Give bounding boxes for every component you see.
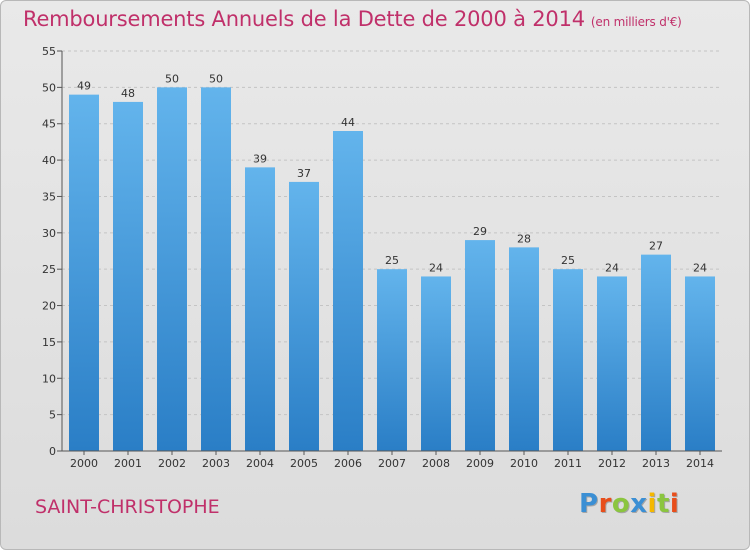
logo-letter: r bbox=[598, 489, 612, 519]
bar-value-label: 24 bbox=[429, 261, 443, 274]
bar bbox=[465, 240, 495, 451]
x-tick-label: 2009 bbox=[466, 457, 494, 470]
axes: 0 5 10 15 20 25 30 35 40 45 50 55 2000 2001 2002 2003 20… bbox=[42, 45, 722, 470]
bar bbox=[289, 181, 319, 451]
bar-value-label: 25 bbox=[385, 254, 399, 267]
bar-value-label: 25 bbox=[561, 254, 575, 267]
x-tick-label: 2013 bbox=[642, 457, 670, 470]
bar bbox=[113, 101, 143, 451]
x-tick-label: 2007 bbox=[378, 457, 406, 470]
bar bbox=[597, 276, 627, 451]
bar bbox=[245, 167, 275, 451]
bar bbox=[685, 276, 715, 451]
y-tick-label: 50 bbox=[42, 81, 56, 94]
y-tick-label: 0 bbox=[49, 445, 56, 458]
proxiti-logo: Proxiti bbox=[579, 489, 679, 519]
city-name: SAINT-CHRISTOPHE bbox=[35, 496, 220, 518]
bar-value-label: 27 bbox=[649, 240, 663, 253]
bar-value-label: 39 bbox=[253, 152, 267, 165]
y-tick-label: 30 bbox=[42, 227, 56, 240]
y-tick-label: 45 bbox=[42, 118, 56, 131]
bar-value-label: 50 bbox=[209, 72, 223, 85]
bar bbox=[69, 94, 99, 452]
x-tick-label: 2011 bbox=[554, 457, 582, 470]
logo-letter: o bbox=[611, 489, 631, 519]
bar bbox=[509, 247, 539, 451]
logo-letter: i bbox=[647, 489, 657, 519]
y-tick-label: 35 bbox=[42, 190, 56, 203]
x-tick-label: 2012 bbox=[598, 457, 626, 470]
y-tick-label: 55 bbox=[42, 45, 56, 58]
bar bbox=[421, 276, 451, 451]
bar-value-label: 44 bbox=[341, 116, 355, 129]
bar bbox=[377, 269, 407, 451]
x-tick-label: 2006 bbox=[334, 457, 362, 470]
bar bbox=[157, 87, 187, 451]
logo-letter: x bbox=[630, 489, 648, 519]
y-tick-label: 15 bbox=[42, 336, 56, 349]
logo-letter: P bbox=[579, 489, 599, 519]
bar-value-label: 49 bbox=[77, 80, 91, 93]
bar bbox=[641, 254, 671, 451]
x-tick-label: 2014 bbox=[686, 457, 714, 470]
chart-title: Remboursements Annuels de la Dette de 20… bbox=[23, 7, 682, 31]
chart-subtitle: (en milliers d'€) bbox=[590, 15, 682, 29]
logo-letter: t bbox=[656, 489, 670, 519]
x-tick-label: 2010 bbox=[510, 457, 538, 470]
x-tick-label: 2003 bbox=[202, 457, 230, 470]
bar-value-label: 37 bbox=[297, 167, 311, 180]
x-tick-label: 2005 bbox=[290, 457, 318, 470]
y-tick-label: 20 bbox=[42, 300, 56, 313]
logo-letter: i bbox=[669, 489, 680, 519]
bar-value-label: 50 bbox=[165, 72, 179, 85]
x-tick-label: 2008 bbox=[422, 457, 450, 470]
bar bbox=[201, 87, 231, 451]
bar bbox=[333, 131, 363, 451]
x-tick-label: 2000 bbox=[70, 457, 98, 470]
y-tick-label: 5 bbox=[49, 409, 56, 422]
x-tick-label: 2004 bbox=[246, 457, 274, 470]
bars: 49 48 50 50 39 37 44 25 24 29 28 25 24 27 24 bbox=[69, 72, 715, 452]
chart-title-text: Remboursements Annuels de la Dette de 20… bbox=[23, 7, 585, 31]
y-tick-label: 40 bbox=[42, 154, 56, 167]
bar-value-label: 24 bbox=[693, 261, 707, 274]
x-tick-label: 2001 bbox=[114, 457, 142, 470]
bar-value-label: 48 bbox=[121, 87, 135, 100]
y-tick-label: 25 bbox=[42, 263, 56, 276]
bar-value-label: 29 bbox=[473, 225, 487, 238]
y-tick-label: 10 bbox=[42, 372, 56, 385]
bar bbox=[553, 269, 583, 451]
x-tick-label: 2002 bbox=[158, 457, 186, 470]
bar-value-label: 24 bbox=[605, 261, 619, 274]
bar-value-label: 28 bbox=[517, 232, 531, 245]
